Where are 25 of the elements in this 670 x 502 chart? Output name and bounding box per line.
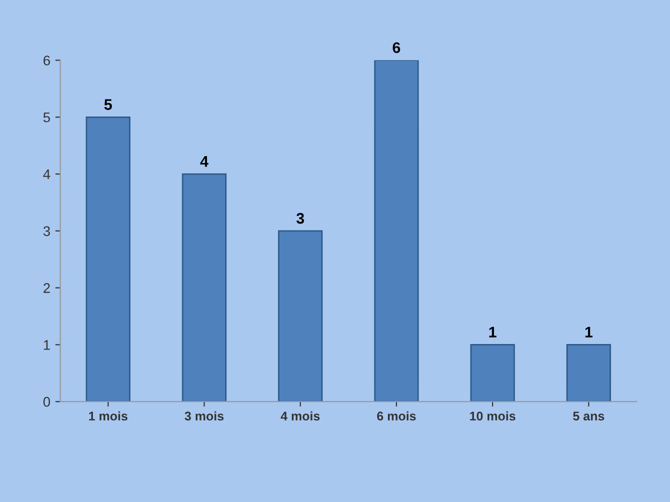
bar [86,116,130,402]
bar [278,230,323,402]
y-tick-label: 0 [43,396,50,407]
y-tick-label: 4 [43,170,50,180]
x-tick-label: 4 mois [280,411,320,421]
y-tick-label: 2 [44,283,50,293]
y-tick-label: 5 [43,112,50,122]
y-tick-label: 3 [43,226,50,236]
data-label: 3 [296,212,304,224]
data-label: 6 [392,42,400,54]
bar [566,344,612,402]
y-tick-label: 1 [44,340,50,350]
x-tick-label: 3 mois [184,411,224,421]
bar [470,344,515,402]
bar [182,173,227,402]
y-tick-label: 6 [44,56,50,66]
x-tick-label: 10 mois [470,411,516,421]
data-label: 5 [104,99,112,110]
x-tick-label: 6 mois [377,411,416,421]
bar [374,60,419,402]
x-tick-label: 5 ans [573,412,604,421]
data-label: 4 [200,156,208,167]
data-label: 1 [489,326,496,338]
x-tick-label: 1 mois [89,411,128,421]
data-label: 1 [585,326,593,338]
